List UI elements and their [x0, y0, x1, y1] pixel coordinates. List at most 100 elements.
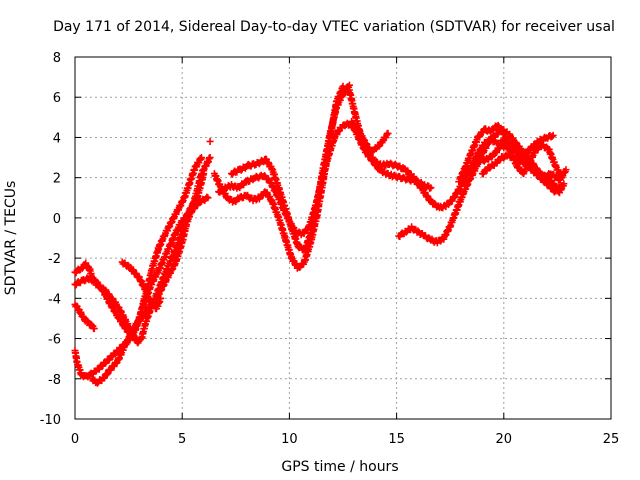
data-point [155, 232, 168, 253]
data-point [105, 299, 121, 319]
data-point [148, 268, 162, 285]
x-tick-label: 15 [388, 432, 405, 447]
data-point [168, 206, 181, 227]
data-point [466, 159, 481, 174]
data-point [71, 265, 84, 277]
x-axis-label: GPS time / hours [281, 459, 398, 475]
y-tick-label: -6 [48, 333, 61, 348]
y-tick-label: 4 [53, 131, 61, 146]
data-point [266, 179, 280, 196]
y-tick-label: 8 [53, 51, 61, 66]
gridlines [75, 57, 611, 419]
data-point [446, 206, 460, 231]
data-point [288, 225, 301, 248]
x-tick-label: 10 [281, 432, 298, 447]
data-point [313, 164, 327, 205]
data-point [511, 138, 524, 152]
y-axis-label: SDTVAR / TECUs [3, 181, 19, 296]
data-point [326, 104, 340, 137]
data-point [133, 335, 145, 347]
series-track-12 [395, 126, 568, 247]
data-point [562, 166, 570, 174]
series-track-1 [71, 154, 205, 337]
chart-title: Day 171 of 2014, Sidereal Day-to-day VTE… [53, 19, 615, 35]
y-tick-label: 2 [53, 172, 61, 187]
y-tick-label: -10 [40, 413, 61, 428]
data-point [163, 252, 177, 273]
x-tick-label: 5 [178, 432, 186, 447]
data-point [453, 190, 467, 214]
data-point [105, 358, 121, 374]
x-tick-label: 0 [71, 432, 79, 447]
plot-frame [74, 56, 612, 420]
data-point [478, 140, 492, 157]
data-point [395, 229, 408, 240]
x-tick-label: 20 [496, 432, 513, 447]
series-track-6 [118, 258, 165, 313]
data-point [114, 303, 128, 321]
data-point [161, 240, 175, 261]
data-point [262, 155, 276, 173]
data-point [157, 294, 165, 302]
x-axis-ticks: 0 5 10 15 20 25 [71, 57, 619, 447]
data-point [459, 176, 473, 198]
data-point [345, 81, 353, 89]
data-point [90, 325, 98, 332]
data-point [114, 343, 128, 364]
data-point [388, 171, 404, 182]
data-point [294, 260, 307, 271]
data-point [191, 155, 205, 171]
data-point [118, 258, 134, 272]
series-track-10 [228, 81, 353, 254]
y-tick-label: 6 [53, 91, 61, 106]
data-point [360, 136, 374, 156]
data-point [268, 166, 282, 192]
y-axis-ticks: -10 -8 -6 -4 -2 0 2 4 6 8 [40, 51, 611, 428]
data-point [455, 165, 469, 186]
data-point [526, 137, 541, 155]
data-point [187, 166, 199, 183]
data-point [95, 282, 108, 293]
series-track-14 [466, 131, 557, 174]
data-point [549, 131, 557, 139]
data-point [260, 172, 273, 185]
data-points [71, 81, 570, 387]
data-point [560, 180, 568, 188]
data-point [206, 137, 214, 145]
series-track-15 [478, 151, 570, 184]
data-point [427, 184, 435, 192]
y-tick-label: 0 [53, 212, 61, 227]
y-tick-label: -4 [48, 292, 61, 307]
data-point [168, 226, 181, 247]
data-point [165, 260, 179, 277]
data-point [384, 129, 392, 137]
series-track-3 [71, 300, 98, 333]
y-tick-label: -8 [48, 373, 61, 388]
data-point [155, 253, 168, 274]
data-point [373, 137, 387, 151]
data-point [545, 145, 559, 169]
data-point [159, 271, 173, 290]
data-point [174, 194, 188, 214]
data-point [174, 214, 188, 233]
data-point [298, 225, 312, 237]
data-point [491, 155, 505, 167]
data-point [288, 253, 301, 272]
data-point [448, 186, 462, 205]
series-track-7 [206, 137, 214, 145]
data-point [468, 133, 481, 155]
data-point [521, 160, 537, 174]
series-track-5 [88, 154, 214, 387]
data-point [483, 150, 498, 163]
data-point [120, 315, 134, 332]
y-tick-label: -2 [48, 252, 61, 267]
plot-border [74, 56, 612, 420]
data-point [500, 135, 515, 149]
data-point [300, 231, 314, 254]
data-point [210, 170, 224, 190]
data-point [197, 154, 205, 162]
data-point [88, 322, 98, 333]
data-point [262, 189, 276, 205]
data-point [114, 313, 128, 330]
